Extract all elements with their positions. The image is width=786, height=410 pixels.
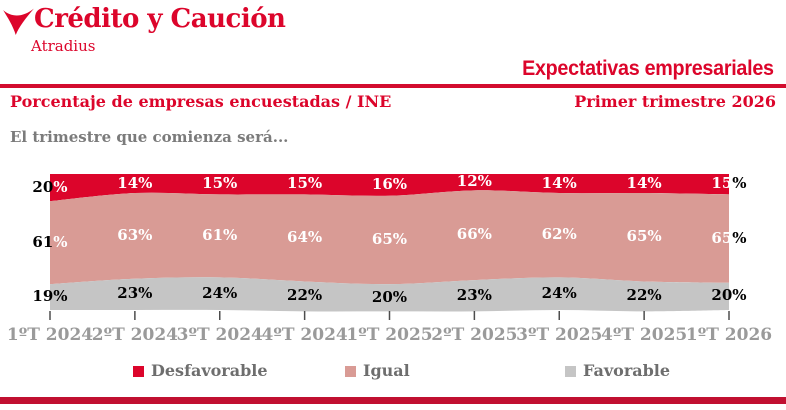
value-label-desfavorable: 14% [541, 173, 577, 192]
footer-bar [0, 397, 786, 404]
value-label-favorable: 23% [117, 284, 153, 303]
period-caption: Primer trimestre 2026 [574, 92, 776, 111]
value-label-igual: 65% [711, 228, 747, 247]
value-label-igual: 62% [541, 224, 577, 243]
value-label-igual: 63% [117, 225, 153, 244]
legend-swatch-favorable [565, 365, 576, 377]
value-label-favorable: 19% [32, 286, 68, 305]
legend-swatch-desfavorable [133, 365, 144, 377]
chart-canvas [49, 174, 730, 320]
value-label-favorable: 24% [202, 283, 238, 302]
value-label-igual: 65% [371, 229, 408, 248]
report-title: Expectativas empresariales [522, 57, 774, 80]
legend-item-favorable: Favorable [565, 363, 670, 379]
x-axis-label: 1ºT 2025 [346, 325, 433, 345]
x-axis-label: 3ºT 2025 [516, 325, 603, 345]
x-axis-label: 1ºT 2024 [6, 325, 94, 345]
x-axis-label: 4ºT 2024 [261, 325, 348, 345]
value-label-favorable: 24% [541, 283, 577, 302]
value-label-desfavorable: 16% [371, 174, 408, 193]
x-axis-label: 2ºT 2025 [431, 325, 518, 345]
value-label-igual: 61% [32, 232, 68, 251]
value-label-desfavorable: 14% [626, 173, 662, 192]
value-label-igual: 61% [202, 225, 238, 244]
stacked-area-chart: 20% 14% 15% 15% 16% 12% 14% 14% 15% 61% 63% 61% 64% 6… [0, 150, 786, 355]
legend-label: Favorable [583, 361, 671, 380]
legend-item-desfavorable: Desfavorable [133, 363, 268, 379]
value-label-desfavorable: 14% [117, 173, 153, 192]
brand-subname: Atradius [31, 37, 96, 55]
value-label-desfavorable: 20% [32, 177, 68, 196]
brand-logo-icon [3, 8, 34, 35]
legend-swatch-igual [345, 365, 356, 377]
value-label-desfavorable: 15% [202, 173, 238, 192]
area-favorable [50, 277, 729, 312]
value-label-favorable: 23% [456, 285, 492, 304]
value-label-favorable: 22% [287, 286, 323, 305]
legend-label: Desfavorable [151, 361, 268, 380]
legend-label: Igual [363, 361, 410, 380]
area-igual [50, 190, 729, 285]
value-label-favorable: 22% [626, 286, 662, 305]
value-label-igual: 65% [626, 226, 662, 245]
legend-item-igual: Igual [345, 363, 410, 379]
area-desfavorable [50, 174, 729, 202]
value-label-igual: 64% [287, 227, 323, 246]
brand-name: Crédito y Caución [34, 4, 286, 34]
value-label-favorable: 20% [371, 287, 408, 306]
source-caption: Porcentaje de empresas encuestadas / INE [10, 92, 392, 111]
header-divider [0, 84, 786, 88]
chart-question: El trimestre que comienza será... [10, 128, 289, 146]
value-label-igual: 66% [456, 224, 492, 243]
x-axis-label: 1ºT 2026 [685, 325, 773, 345]
value-label-desfavorable: 12% [456, 171, 492, 190]
value-label-desfavorable: 15% [711, 173, 747, 192]
x-axis-label: 2ºT 2024 [91, 325, 178, 345]
x-axis-label: 3ºT 2024 [176, 325, 263, 345]
value-label-favorable: 20% [711, 286, 747, 305]
x-axis-label: 4ºT 2025 [601, 325, 688, 345]
value-label-desfavorable: 15% [287, 173, 323, 192]
